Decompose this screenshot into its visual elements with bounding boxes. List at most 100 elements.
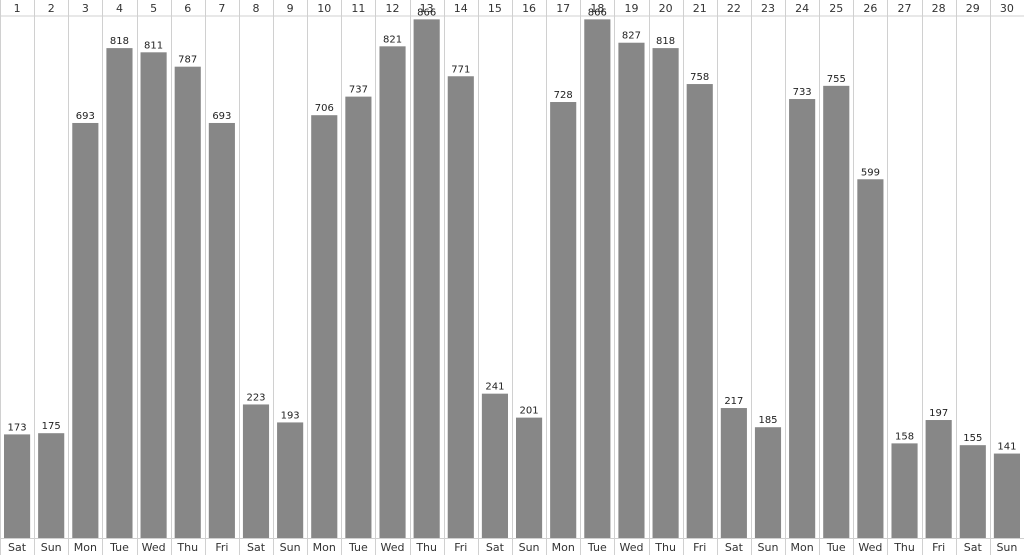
day-number-6: 6 (184, 2, 191, 15)
bar-day-25 (823, 85, 850, 538)
value-label-day-3: 693 (76, 111, 95, 122)
weekday-label-day-7: Fri (215, 541, 228, 554)
value-label-day-15: 241 (485, 382, 504, 393)
value-label-day-11: 737 (349, 85, 368, 96)
day-number-18: 18 (590, 2, 604, 15)
day-number-4: 4 (116, 2, 123, 15)
weekday-label-day-20: Thu (654, 541, 676, 554)
day-number-27: 27 (898, 2, 912, 15)
weekday-label-day-18: Tue (587, 541, 607, 554)
value-label-day-24: 733 (793, 87, 812, 98)
bar-day-17 (550, 102, 577, 538)
bar-day-24 (789, 99, 816, 539)
value-label-day-9: 193 (281, 410, 300, 421)
bar-day-1 (4, 434, 31, 538)
bar-day-13 (413, 19, 440, 539)
bar-day-11 (345, 96, 372, 539)
weekday-label-day-5: Wed (142, 541, 166, 554)
value-label-day-22: 217 (724, 396, 743, 407)
value-label-day-27: 158 (895, 431, 914, 442)
value-label-day-12: 821 (383, 34, 402, 45)
value-label-day-19: 827 (622, 31, 641, 42)
weekday-label-day-14: Fri (454, 541, 467, 554)
value-label-day-17: 728 (554, 90, 573, 101)
weekday-label-day-2: Sun (41, 541, 62, 554)
bar-day-19 (618, 42, 645, 538)
day-number-10: 10 (317, 2, 331, 15)
day-number-21: 21 (693, 2, 707, 15)
value-label-day-8: 223 (246, 392, 265, 403)
bar-day-9 (277, 422, 304, 538)
weekday-label-day-29: Sat (964, 541, 983, 554)
day-number-20: 20 (659, 2, 673, 15)
value-label-day-1: 173 (8, 422, 27, 433)
weekday-label-day-1: Sat (8, 541, 27, 554)
bar-day-2 (38, 433, 65, 538)
value-label-day-14: 771 (451, 64, 470, 75)
day-number-1: 1 (14, 2, 21, 15)
weekday-label-day-17: Mon (552, 541, 575, 554)
day-number-labels: 1 2 3 4 5 6 7 8 9 10 11 12 13 14 15 16 17 18 19 20 21 22 23 24 2… (14, 2, 1014, 15)
bar-day-28 (925, 420, 952, 538)
weekday-label-day-16: Sun (519, 541, 540, 554)
day-number-26: 26 (863, 2, 877, 15)
weekday-label-day-26: Wed (858, 541, 882, 554)
day-number-29: 29 (966, 2, 980, 15)
day-number-12: 12 (386, 2, 400, 15)
day-number-28: 28 (932, 2, 946, 15)
weekday-label-day-3: Mon (74, 541, 97, 554)
bar-day-23 (754, 427, 782, 538)
bar-day-20 (652, 48, 679, 539)
bar-day-15 (481, 393, 508, 538)
day-number-15: 15 (488, 2, 502, 15)
day-number-30: 30 (1000, 2, 1014, 15)
value-label-day-23: 185 (758, 415, 777, 426)
day-number-22: 22 (727, 2, 741, 15)
day-number-25: 25 (829, 2, 843, 15)
day-number-19: 19 (624, 2, 638, 15)
value-label-day-10: 706 (315, 103, 334, 114)
day-number-9: 9 (287, 2, 294, 15)
value-label-day-26: 599 (861, 167, 880, 178)
day-number-17: 17 (556, 2, 570, 15)
bars (4, 19, 1020, 539)
day-number-3: 3 (82, 2, 89, 15)
value-label-day-21: 758 (690, 72, 709, 83)
weekday-label-day-12: Wed (381, 541, 405, 554)
value-label-day-18: 866 (588, 7, 607, 18)
bar-day-3 (72, 122, 99, 538)
bar-day-26 (857, 179, 884, 538)
weekday-label-day-19: Wed (619, 541, 643, 554)
value-label-day-29: 155 (963, 433, 982, 444)
day-number-8: 8 (253, 2, 260, 15)
weekday-label-day-11: Tue (348, 541, 368, 554)
weekday-label-day-30: Sun (996, 541, 1017, 554)
weekday-labels: Sat Sun Mon Tue Wed Thu Fri Sat Sun Mon Tue Wed Thu F… (8, 541, 1017, 554)
day-number-13: 13 (420, 2, 434, 15)
value-label-day-6: 787 (178, 55, 197, 66)
weekday-label-day-9: Sun (280, 541, 301, 554)
value-label-day-4: 818 (110, 36, 129, 47)
weekday-label-day-6: Thu (176, 541, 198, 554)
bar-day-10 (311, 115, 338, 538)
value-label-day-5: 811 (144, 40, 163, 51)
bar-day-16 (516, 417, 543, 538)
bar-day-12 (379, 46, 406, 538)
bar-day-18 (584, 19, 611, 539)
bar-day-5 (140, 52, 167, 539)
weekday-label-day-23: Sun (758, 541, 779, 554)
value-label-day-28: 197 (929, 408, 948, 419)
bar-day-29 (959, 445, 986, 538)
weekday-label-day-8: Sat (247, 541, 266, 554)
value-labels: 173 175 693 818 811 787 693 223 193 706 737 821 866 7… (8, 7, 1017, 452)
day-number-5: 5 (150, 2, 157, 15)
weekday-label-day-4: Tue (109, 541, 129, 554)
day-number-2: 2 (48, 2, 55, 15)
bar-day-6 (174, 66, 201, 539)
bar-day-7 (208, 122, 235, 538)
bar-day-22 (720, 408, 747, 538)
day-number-14: 14 (454, 2, 468, 15)
weekday-label-day-21: Fri (693, 541, 706, 554)
